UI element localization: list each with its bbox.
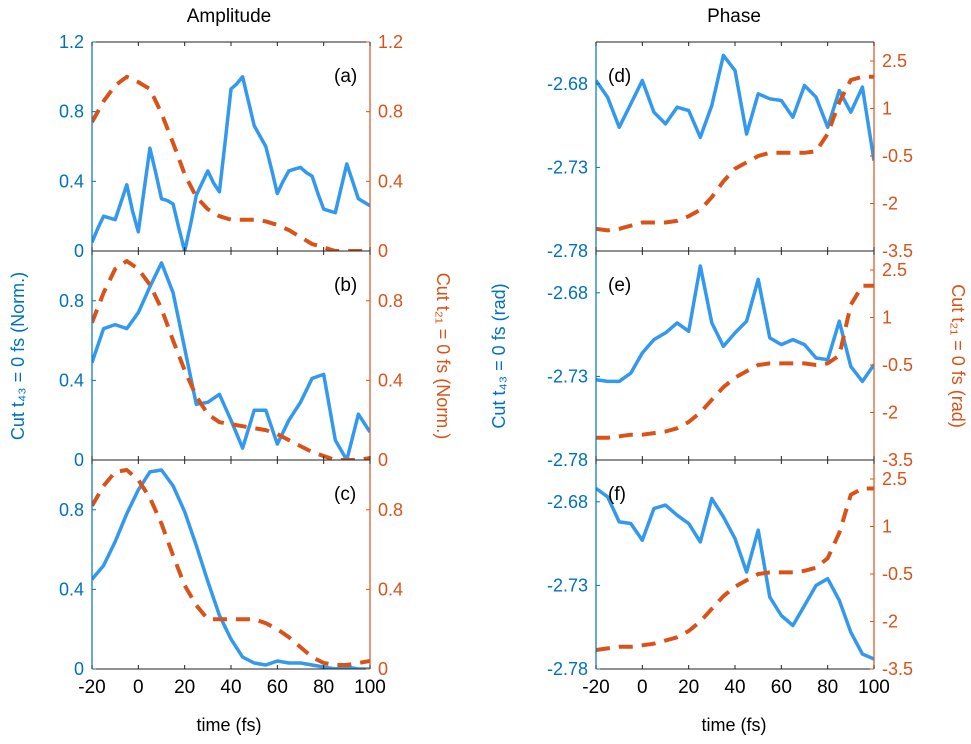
x-tick-label: 60 (267, 677, 288, 698)
left-y-tick-label: 0.4 (59, 171, 84, 191)
xlabel-left: time (fs) (197, 715, 262, 735)
x-tick-label: 80 (313, 677, 334, 698)
panel-label: (a) (334, 66, 357, 87)
x-tick-label: 40 (220, 677, 241, 698)
left-y-tick-label: 0.8 (59, 500, 84, 520)
right-y-tick-label: -2 (882, 403, 898, 423)
right-y-tick-label: 0.4 (378, 171, 403, 191)
left-y-tick-label: 0.8 (59, 291, 84, 311)
orange-series-line (92, 468, 370, 667)
panel-label: (e) (608, 275, 631, 296)
panel-label: (f) (608, 484, 626, 505)
right-y-tick-label: 1 (882, 99, 892, 119)
blue-series-line (92, 468, 370, 669)
left-y-tick-label: 0.4 (59, 370, 84, 390)
right-y-tick-label: -0.5 (882, 355, 913, 375)
right-y-tick-label: 2.5 (882, 51, 907, 71)
orange-series-line (596, 74, 874, 233)
xlabel-right: time (fs) (702, 715, 767, 735)
right-y-tick-label: -0.5 (882, 146, 913, 166)
left-y-tick-label: -2.78 (547, 659, 588, 679)
right-y-tick-label: 1.2 (378, 32, 403, 52)
right-y-tick-label: 0 (378, 450, 388, 470)
left-y-tick-label: -2.78 (547, 450, 588, 470)
right-y-tick-label: -3.5 (882, 450, 913, 470)
left-y-tick-label: 0 (74, 659, 84, 679)
right-y-tick-label: 0 (378, 241, 388, 261)
left-y-tick-label: -2.78 (547, 241, 588, 261)
left-y-tick-label: 0.8 (59, 102, 84, 122)
orange-series-line (596, 486, 874, 652)
x-tick-label: -20 (582, 677, 609, 698)
left-y-tick-label: -2.73 (547, 366, 588, 386)
panel-label: (d) (608, 66, 631, 87)
phase-column-title: Phase (707, 6, 761, 27)
panel-a: 0 0.4 0.8 1.2 0 0.4 0.8 1.2 (a) (59, 32, 403, 261)
right-y-tick-label: 1 (882, 308, 892, 328)
amplitude-column-title: Amplitude (187, 6, 272, 27)
right-y-tick-label: 0.8 (378, 102, 403, 122)
phase-left-ylabel: Cut t₄₃ = 0 fs (rad) (489, 283, 509, 428)
left-y-tick-label: 1.2 (59, 32, 84, 52)
blue-series-line (596, 264, 874, 384)
right-y-tick-label: -2 (882, 612, 898, 632)
right-y-tick-label: 0.4 (378, 579, 403, 599)
x-tick-label: 100 (858, 677, 890, 698)
right-y-tick-label: 1 (882, 517, 892, 537)
left-y-tick-label: 0 (74, 241, 84, 261)
panel-label: (b) (334, 275, 357, 296)
left-y-tick-label: 0 (74, 450, 84, 470)
left-y-tick-label: 0.4 (59, 579, 84, 599)
x-tick-label: 80 (817, 677, 838, 698)
blue-series-line (596, 53, 874, 161)
orange-series-line (92, 74, 370, 251)
orange-series-line (92, 259, 370, 460)
panel-d: -2.78 -2.73 -2.68 -3.5 -2 -0.5 1 2.5 (d) (547, 41, 913, 261)
right-y-tick-label: -2 (882, 194, 898, 214)
x-tick-label: -20 (78, 677, 105, 698)
right-y-tick-label: -0.5 (882, 564, 913, 584)
right-y-tick-label: 0 (378, 659, 388, 679)
left-y-tick-label: -2.73 (547, 157, 588, 177)
left-y-tick-label: -2.68 (547, 74, 588, 94)
right-y-tick-label: 0.8 (378, 500, 403, 520)
amp-right-ylabel: Cut t₂₁ = 0 fs (Norm.) (433, 273, 453, 440)
panel-label: (c) (334, 484, 356, 505)
panel-b: 0 0.4 0.8 0 0.4 0.8 (b) (59, 250, 403, 470)
x-tick-label: 20 (678, 677, 699, 698)
x-tick-label: 0 (133, 677, 144, 698)
right-y-tick-label: 0.4 (378, 370, 403, 390)
x-tick-label: 0 (637, 677, 648, 698)
right-y-tick-label: 2.5 (882, 260, 907, 280)
panel-e: -2.78 -2.73 -2.68 -3.5 -2 -0.5 1 2.5 (e) (547, 250, 913, 470)
amp-left-ylabel: Cut t₄₃ = 0 fs (Norm.) (8, 272, 28, 440)
x-tick-label: 100 (354, 677, 386, 698)
blue-series-line (596, 486, 874, 661)
right-y-tick-label: 2.5 (882, 469, 907, 489)
right-y-tick-label: -3.5 (882, 659, 913, 679)
orange-series-line (596, 283, 874, 440)
phase-right-ylabel: Cut t₂₁ = 0 fs (rad) (948, 284, 968, 428)
left-y-tick-label: -2.68 (547, 492, 588, 512)
blue-series-line (92, 261, 370, 460)
panel-f: -20 0 20 40 60 80 100 -2.78 -2.73 -2.68 -3.5 -2 -0.5… (547, 459, 913, 698)
right-y-tick-label: 0.8 (378, 291, 403, 311)
blue-series-line (92, 75, 370, 251)
x-tick-label: 60 (771, 677, 792, 698)
x-tick-label: 20 (174, 677, 195, 698)
x-tick-label: 40 (724, 677, 745, 698)
right-y-tick-label: -3.5 (882, 241, 913, 261)
left-y-tick-label: -2.73 (547, 575, 588, 595)
left-y-tick-label: -2.68 (547, 283, 588, 303)
